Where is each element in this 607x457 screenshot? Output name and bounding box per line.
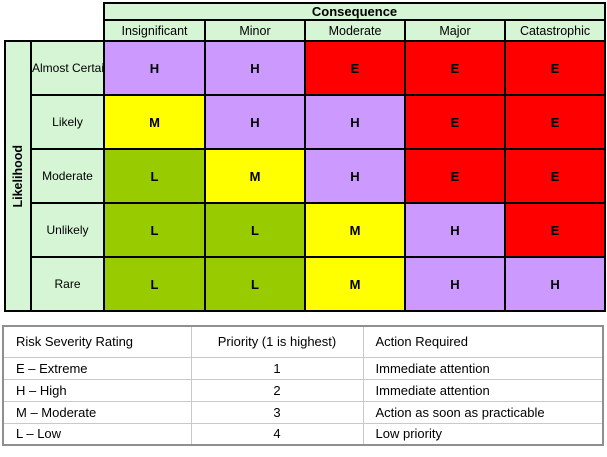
risk-cell: M: [103, 94, 206, 150]
row-header-unlikely: Unlikely: [30, 202, 105, 258]
risk-cell: H: [304, 148, 406, 204]
legend-row-moderate: M – Moderate 3 Action as soon as practic…: [2, 400, 604, 424]
legend-header-row: Risk Severity Rating Priority (1 is high…: [2, 325, 604, 358]
risk-cell: E: [503, 148, 607, 204]
risk-cell: E: [404, 40, 506, 96]
legend-rating: M – Moderate: [2, 400, 192, 424]
row-header-almost-certain: Almost Certain: [30, 40, 105, 96]
legend-rating: H – High: [2, 378, 192, 402]
risk-cell: M: [304, 202, 406, 258]
legend-header-action: Action Required: [362, 325, 604, 358]
legend-row-extreme: E – Extreme 1 Immediate attention: [2, 356, 604, 380]
legend-action: Immediate attention: [362, 378, 604, 402]
legend-priority: 4: [190, 422, 364, 446]
row-header-likely: Likely: [30, 94, 105, 150]
risk-cell: H: [204, 40, 306, 96]
legend-rating: E – Extreme: [2, 356, 192, 380]
legend-header-rating: Risk Severity Rating: [2, 325, 192, 358]
risk-cell: E: [304, 40, 406, 96]
risk-cell: H: [304, 94, 406, 150]
legend-row-high: H – High 2 Immediate attention: [2, 378, 604, 402]
risk-cell: E: [404, 148, 506, 204]
column-header-major: Major: [404, 19, 506, 42]
column-header-minor: Minor: [204, 19, 306, 42]
legend-action: Action as soon as practicable: [362, 400, 604, 424]
likelihood-axis-label: Likelihood: [10, 144, 25, 208]
risk-cell: L: [103, 256, 206, 312]
risk-cell: M: [204, 148, 306, 204]
column-header-insignificant: Insignificant: [103, 19, 206, 42]
column-header-catastrophic: Catastrophic: [503, 19, 607, 42]
risk-cell: H: [103, 40, 206, 96]
risk-cell: E: [503, 40, 607, 96]
legend-action: Immediate attention: [362, 356, 604, 380]
risk-cell: M: [304, 256, 406, 312]
risk-cell: H: [503, 256, 607, 312]
column-header-moderate: Moderate: [304, 19, 406, 42]
risk-cell: E: [404, 94, 506, 150]
risk-cell: E: [503, 94, 607, 150]
legend-priority: 3: [190, 400, 364, 424]
risk-cell: H: [204, 94, 306, 150]
risk-cell: L: [103, 148, 206, 204]
risk-cell: L: [204, 256, 306, 312]
severity-legend-table: Risk Severity Rating Priority (1 is high…: [2, 325, 604, 446]
risk-cell: H: [404, 202, 506, 258]
legend-action: Low priority: [362, 422, 604, 446]
risk-matrix-table: Consequence Insignificant Minor Moderate…: [4, 2, 607, 312]
legend-row-low: L – Low 4 Low priority: [2, 422, 604, 446]
matrix-blank-corner: [5, 3, 104, 41]
legend-priority: 1: [190, 356, 364, 380]
row-header-moderate: Moderate: [30, 148, 105, 204]
legend-rating: L – Low: [2, 422, 192, 446]
risk-cell: E: [503, 202, 607, 258]
row-header-rare: Rare: [30, 256, 105, 312]
risk-cell: L: [204, 202, 306, 258]
likelihood-axis-cell: Likelihood: [4, 40, 32, 312]
legend-priority: 2: [190, 378, 364, 402]
risk-cell: L: [103, 202, 206, 258]
consequence-axis-label: Consequence: [102, 2, 607, 21]
risk-cell: H: [404, 256, 506, 312]
legend-header-priority: Priority (1 is highest): [190, 325, 364, 358]
